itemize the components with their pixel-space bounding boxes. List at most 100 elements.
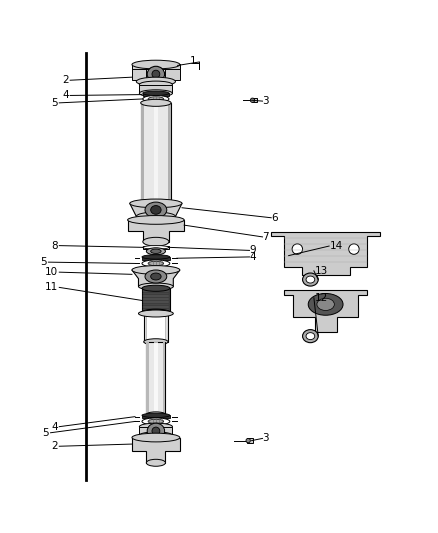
Bar bbox=[143, 309, 169, 311]
Polygon shape bbox=[132, 270, 180, 287]
Bar bbox=[154, 103, 158, 204]
Text: 5: 5 bbox=[40, 257, 47, 267]
Ellipse shape bbox=[145, 202, 167, 218]
Bar bbox=[141, 103, 171, 204]
Ellipse shape bbox=[142, 285, 170, 292]
Text: 7: 7 bbox=[262, 232, 269, 242]
Bar bbox=[139, 426, 173, 435]
Ellipse shape bbox=[251, 98, 254, 102]
Ellipse shape bbox=[146, 412, 166, 417]
Polygon shape bbox=[284, 290, 367, 332]
Ellipse shape bbox=[142, 418, 170, 425]
Ellipse shape bbox=[349, 244, 359, 254]
Bar bbox=[142, 415, 170, 418]
Ellipse shape bbox=[145, 270, 167, 283]
Bar bbox=[141, 103, 144, 204]
Text: 3: 3 bbox=[262, 433, 269, 443]
Bar bbox=[143, 290, 169, 292]
Bar bbox=[163, 342, 166, 415]
Ellipse shape bbox=[136, 212, 176, 221]
Polygon shape bbox=[132, 438, 180, 463]
Ellipse shape bbox=[139, 90, 173, 97]
Bar bbox=[146, 315, 166, 340]
Ellipse shape bbox=[308, 294, 343, 315]
Bar bbox=[146, 342, 149, 415]
Ellipse shape bbox=[146, 459, 166, 466]
Polygon shape bbox=[271, 232, 380, 275]
Ellipse shape bbox=[130, 199, 182, 208]
Ellipse shape bbox=[152, 70, 160, 78]
Ellipse shape bbox=[143, 95, 169, 102]
Polygon shape bbox=[130, 204, 182, 216]
Text: 2: 2 bbox=[51, 441, 58, 451]
Ellipse shape bbox=[306, 276, 315, 283]
Ellipse shape bbox=[141, 99, 171, 107]
Text: 14: 14 bbox=[330, 241, 343, 251]
Bar bbox=[132, 64, 180, 69]
Ellipse shape bbox=[142, 260, 170, 267]
Ellipse shape bbox=[151, 273, 161, 280]
Ellipse shape bbox=[143, 91, 169, 95]
Ellipse shape bbox=[147, 66, 165, 82]
Ellipse shape bbox=[139, 81, 173, 88]
Polygon shape bbox=[166, 66, 180, 80]
Ellipse shape bbox=[138, 283, 173, 290]
Ellipse shape bbox=[132, 433, 180, 442]
Text: 10: 10 bbox=[45, 267, 58, 277]
Ellipse shape bbox=[151, 206, 161, 214]
Text: 4: 4 bbox=[250, 252, 256, 262]
Ellipse shape bbox=[138, 310, 173, 317]
Text: 13: 13 bbox=[315, 266, 328, 276]
Ellipse shape bbox=[142, 309, 170, 315]
Text: 3: 3 bbox=[262, 96, 269, 106]
Bar bbox=[142, 257, 170, 260]
Bar bbox=[143, 295, 169, 297]
Ellipse shape bbox=[136, 77, 176, 86]
Ellipse shape bbox=[303, 273, 318, 286]
Ellipse shape bbox=[143, 246, 169, 249]
Text: 5: 5 bbox=[42, 428, 49, 438]
Ellipse shape bbox=[142, 255, 170, 259]
Ellipse shape bbox=[139, 423, 173, 430]
Text: 4: 4 bbox=[51, 422, 58, 432]
Bar bbox=[142, 288, 170, 312]
Bar bbox=[146, 342, 166, 415]
Ellipse shape bbox=[246, 439, 251, 443]
Ellipse shape bbox=[132, 60, 180, 69]
Ellipse shape bbox=[292, 244, 303, 254]
Ellipse shape bbox=[127, 215, 184, 224]
Bar bbox=[168, 103, 171, 204]
Bar bbox=[154, 342, 158, 415]
Ellipse shape bbox=[141, 200, 171, 207]
Ellipse shape bbox=[148, 97, 164, 101]
Ellipse shape bbox=[303, 329, 318, 343]
Ellipse shape bbox=[144, 339, 168, 345]
Text: 4: 4 bbox=[62, 91, 69, 100]
Text: 6: 6 bbox=[271, 213, 278, 223]
Bar bbox=[144, 313, 168, 342]
Bar bbox=[139, 85, 173, 93]
Ellipse shape bbox=[132, 265, 180, 274]
Ellipse shape bbox=[147, 423, 165, 439]
Ellipse shape bbox=[151, 249, 161, 254]
Bar bbox=[143, 304, 169, 305]
Bar bbox=[143, 246, 169, 249]
Polygon shape bbox=[127, 220, 184, 241]
Ellipse shape bbox=[148, 261, 164, 265]
Bar bbox=[143, 306, 169, 308]
Polygon shape bbox=[132, 66, 146, 80]
Ellipse shape bbox=[152, 427, 160, 435]
Text: 9: 9 bbox=[250, 245, 256, 255]
Ellipse shape bbox=[317, 298, 334, 310]
Text: 11: 11 bbox=[45, 282, 58, 293]
Text: 1: 1 bbox=[190, 56, 196, 66]
Text: 2: 2 bbox=[62, 75, 69, 85]
Ellipse shape bbox=[142, 413, 170, 417]
Bar bbox=[143, 93, 169, 96]
Ellipse shape bbox=[146, 248, 166, 255]
Text: 12: 12 bbox=[315, 293, 328, 303]
Bar bbox=[247, 439, 253, 443]
Bar bbox=[143, 301, 169, 303]
Bar bbox=[252, 98, 257, 102]
Bar bbox=[143, 293, 169, 294]
